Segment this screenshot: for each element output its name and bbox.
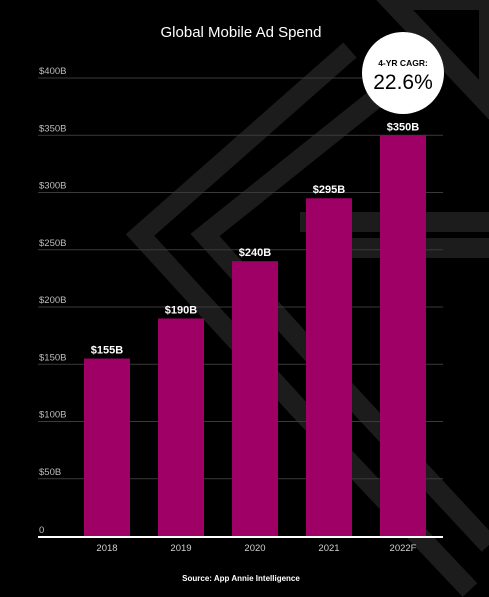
data-labels: $155B $190B $240B $295B $350B <box>91 121 419 356</box>
y-tick-label: $200B <box>39 295 66 306</box>
decor-stroke <box>376 0 489 120</box>
data-label: $190B <box>165 304 197 316</box>
cagr-badge-circle <box>362 32 444 114</box>
bar <box>84 358 130 536</box>
cagr-badge-label: 4-YR CAGR: <box>378 58 428 68</box>
x-tick-label: 2020 <box>244 543 265 554</box>
x-tick-label: 2018 <box>96 543 117 554</box>
data-label: $295B <box>313 184 345 196</box>
y-tick-label: 0 <box>39 525 44 536</box>
x-tick-label: 2021 <box>318 543 339 554</box>
y-tick-label: $300B <box>39 181 66 192</box>
cagr-badge-value: 22.6% <box>373 71 433 94</box>
cagr-badge: 4-YR CAGR: 22.6% <box>362 32 444 114</box>
data-label: $350B <box>387 121 419 133</box>
chart-title: Global Mobile Ad Spend <box>161 24 322 41</box>
x-tick-label: 2022F <box>390 543 417 554</box>
y-tick-label: $400B <box>39 66 66 77</box>
bars <box>84 135 426 536</box>
bar <box>232 261 278 536</box>
bar <box>306 198 352 536</box>
data-label: $155B <box>91 345 123 357</box>
y-tick-label: $50B <box>39 467 61 478</box>
x-tick-label: 2019 <box>170 543 191 554</box>
y-axis-ticks: 0 $50B $100B $150B $200B $250B $300B $350B $400B <box>39 66 66 536</box>
y-tick-label: $250B <box>39 238 66 249</box>
source-note: Source: App Annie Intelligence <box>182 574 300 583</box>
y-tick-label: $350B <box>39 123 66 134</box>
data-label: $240B <box>239 247 271 259</box>
bar <box>158 318 204 536</box>
x-axis-ticks: 2018 2019 2020 2021 2022F <box>96 543 416 554</box>
bar <box>380 135 426 536</box>
y-tick-label: $100B <box>39 410 66 421</box>
y-tick-label: $150B <box>39 352 66 363</box>
